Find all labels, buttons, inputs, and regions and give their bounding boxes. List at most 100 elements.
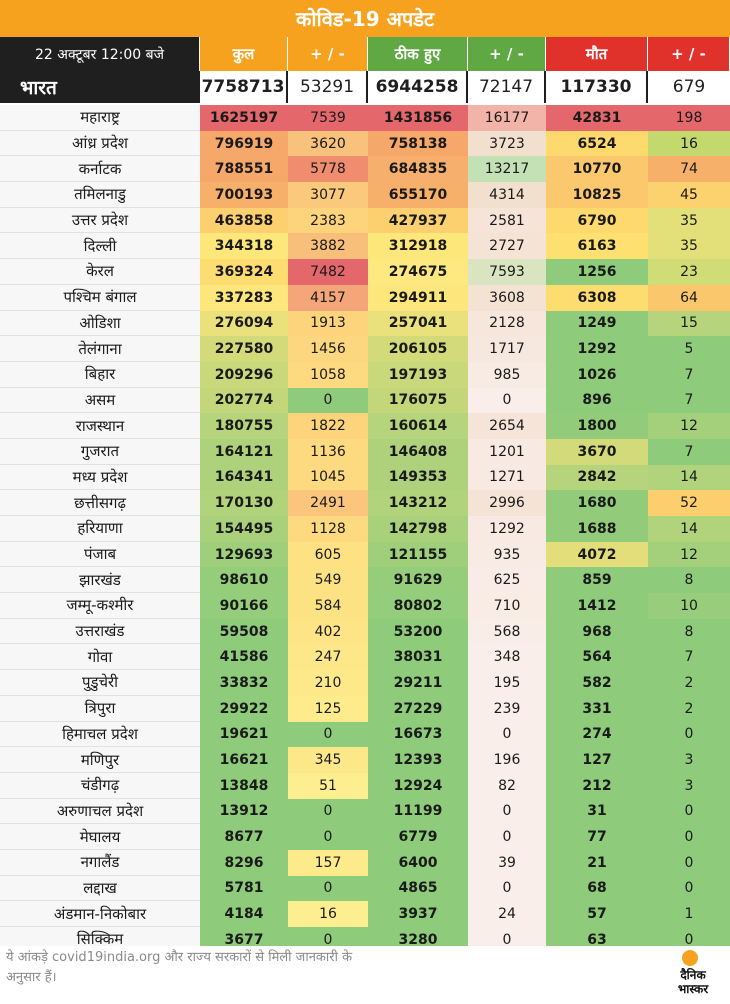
table-row: मध्य प्रदेश 164341 1045 149353 1271 2842 14 (0, 464, 730, 491)
cell-recovered-change: 239 (468, 695, 546, 722)
col-header-deaths-change: + / - (648, 37, 730, 71)
cell-deaths-change: 35 (648, 233, 730, 260)
cell-deaths-change: 0 (648, 721, 730, 748)
table-row: छत्तीसगढ़ 170130 2491 143212 2996 1680 52 (0, 490, 730, 516)
state-name: मणिपुर (0, 747, 200, 773)
cell-recovered: 758138 (368, 130, 468, 157)
cell-recovered: 11199 (368, 798, 468, 825)
cell-deaths: 582 (546, 670, 648, 696)
cell-total-change: 345 (288, 747, 368, 773)
state-name: जम्मू-कश्मीर (0, 593, 200, 619)
state-name: आंध्र प्रदेश (0, 130, 200, 157)
table-row: अरुणाचल प्रदेश 13912 0 11199 0 31 0 (0, 798, 730, 825)
cell-deaths-change: 74 (648, 156, 730, 183)
state-name: उत्तर प्रदेश (0, 207, 200, 234)
table-row: नगालैंड 8296 157 6400 39 21 0 (0, 849, 730, 876)
cell-deaths: 10770 (546, 156, 648, 183)
table-row: मणिपुर 16621 345 12393 196 127 3 (0, 747, 730, 773)
cell-deaths: 6308 (546, 284, 648, 311)
cell-recovered-change: 0 (468, 721, 546, 748)
table-row: गुजरात 164121 1136 146408 1201 3670 7 (0, 438, 730, 465)
dainik-bhaskar-logo: दैनिक भास्कर (660, 948, 726, 1002)
cell-total: 337283 (200, 284, 288, 311)
cell-total-change: 0 (288, 824, 368, 850)
india-deaths: 117330 (546, 71, 648, 103)
cell-deaths: 10825 (546, 182, 648, 208)
cell-recovered-change: 3723 (468, 130, 546, 157)
cell-total-change: 7482 (288, 259, 368, 285)
table-row: दिल्ली 344318 3882 312918 2727 6163 35 (0, 233, 730, 260)
table-row: ओडिशा 276094 1913 257041 2128 1249 15 (0, 310, 730, 337)
table-row: महाराष्ट्र 1625197 7539 1431856 16177 42831 19… (0, 105, 730, 131)
cell-deaths-change: 1 (648, 901, 730, 927)
cell-recovered: 427937 (368, 207, 468, 234)
cell-total-change: 7539 (288, 105, 368, 131)
cell-deaths: 274 (546, 721, 648, 748)
state-name: महाराष्ट्र (0, 105, 200, 131)
state-name: झारखंड (0, 567, 200, 594)
table-row: केरल 369324 7482 274675 7593 1256 23 (0, 259, 730, 285)
cell-total-change: 5778 (288, 156, 368, 183)
cell-deaths-change: 52 (648, 490, 730, 516)
state-name: दिल्ली (0, 233, 200, 260)
state-name: तमिलनाडु (0, 182, 200, 208)
cell-total: 796919 (200, 130, 288, 157)
state-name: छत्तीसगढ़ (0, 490, 200, 516)
table-row: त्रिपुरा 29922 125 27229 239 331 2 (0, 695, 730, 722)
cell-deaths-change: 7 (648, 438, 730, 465)
cell-deaths: 1688 (546, 516, 648, 542)
cell-recovered-change: 348 (468, 644, 546, 671)
cell-total: 90166 (200, 593, 288, 619)
cell-recovered: 80802 (368, 593, 468, 619)
cell-total-change: 3882 (288, 233, 368, 260)
table-row: बिहार 209296 1058 197193 985 1026 7 (0, 361, 730, 388)
cell-total: 180755 (200, 413, 288, 439)
table-row: झारखंड 98610 549 91629 625 859 8 (0, 567, 730, 594)
cell-deaths-change: 3 (648, 747, 730, 773)
state-name: गोवा (0, 644, 200, 671)
cell-recovered-change: 13217 (468, 156, 546, 183)
cell-recovered: 655170 (368, 182, 468, 208)
logo-text-line2: भास्कर (677, 982, 709, 996)
cell-recovered-change: 2654 (468, 413, 546, 439)
cell-deaths: 21 (546, 849, 648, 876)
cell-deaths: 6524 (546, 130, 648, 157)
state-name: लद्दाख (0, 875, 200, 902)
cell-total: 4184 (200, 901, 288, 927)
cell-recovered-change: 82 (468, 772, 546, 799)
cell-deaths: 2842 (546, 464, 648, 491)
cell-recovered: 121155 (368, 541, 468, 568)
footer: ये आंकड़े covid19india.org और राज्य सरका… (0, 946, 730, 1004)
cell-total-change: 0 (288, 387, 368, 414)
state-name: मध्य प्रदेश (0, 464, 200, 491)
state-name: पश्चिम बंगाल (0, 284, 200, 311)
state-name: नगालैंड (0, 849, 200, 876)
cell-deaths: 859 (546, 567, 648, 594)
cell-total: 463858 (200, 207, 288, 234)
cell-recovered: 176075 (368, 387, 468, 414)
cell-deaths: 3670 (546, 438, 648, 465)
state-name: बिहार (0, 361, 200, 388)
cell-total-change: 0 (288, 798, 368, 825)
cell-deaths: 68 (546, 875, 648, 902)
state-name: त्रिपुरा (0, 695, 200, 722)
cell-recovered: 142798 (368, 516, 468, 542)
cell-total-change: 1913 (288, 310, 368, 337)
cell-total-change: 1058 (288, 361, 368, 388)
cell-total: 13912 (200, 798, 288, 825)
cell-deaths: 1256 (546, 259, 648, 285)
cell-deaths-change: 5 (648, 336, 730, 362)
logo-text-line1: दैनिक (680, 968, 706, 982)
cell-total: 5781 (200, 875, 288, 902)
cell-deaths: 31 (546, 798, 648, 825)
cell-total: 29922 (200, 695, 288, 722)
india-label: भारत (0, 71, 200, 103)
cell-total: 170130 (200, 490, 288, 516)
state-name: ओडिशा (0, 310, 200, 337)
cell-deaths-change: 0 (648, 798, 730, 825)
cell-recovered: 257041 (368, 310, 468, 337)
cell-recovered-change: 16177 (468, 105, 546, 131)
state-name: केरल (0, 259, 200, 285)
cell-deaths-change: 35 (648, 207, 730, 234)
cell-recovered-change: 195 (468, 670, 546, 696)
